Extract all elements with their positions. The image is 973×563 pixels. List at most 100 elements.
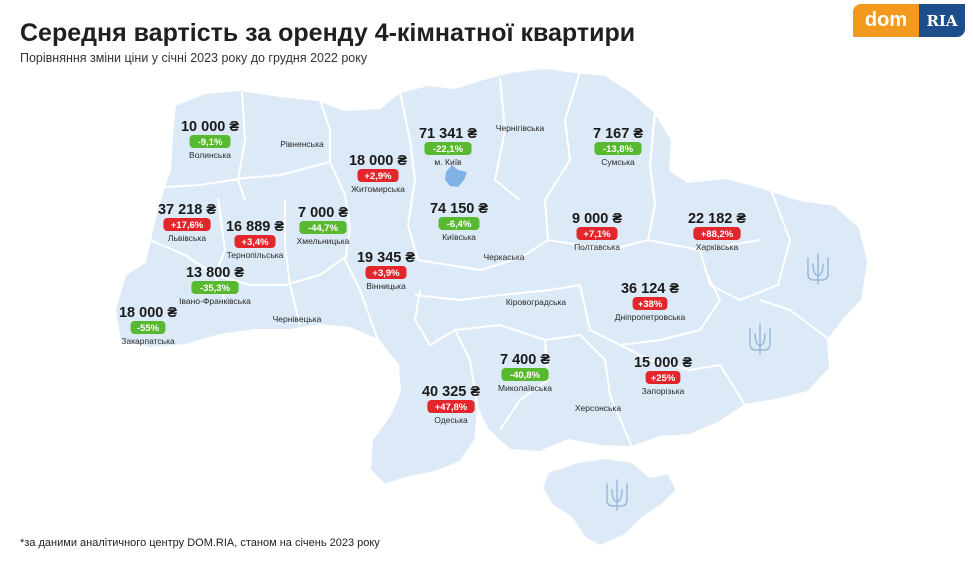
region-price: 18 000 ₴ bbox=[349, 153, 407, 169]
region-borders bbox=[149, 71, 831, 448]
region-name: м. Київ bbox=[434, 157, 462, 167]
change-badge-text: +17,6% bbox=[171, 220, 204, 231]
region-price: 19 345 ₴ bbox=[357, 250, 415, 266]
region-price: 10 000 ₴ bbox=[181, 119, 239, 135]
region-name: Харківська bbox=[696, 242, 739, 252]
change-badge-text: +3,9% bbox=[372, 268, 400, 279]
region-name-черкаська: Черкаська bbox=[483, 252, 524, 262]
region-name: Вінницька bbox=[366, 281, 406, 291]
region-label-волинська: 10 000 ₴ -9,1% Волинська bbox=[181, 119, 239, 160]
footnote: *за даними аналітичного центру DOM.RIA, … bbox=[20, 537, 380, 549]
region-name-кіровоградська: Кіровоградська bbox=[506, 297, 567, 307]
region-name: Тернопільська bbox=[227, 250, 284, 260]
region-label-івано-франківська: 13 800 ₴ -35,3% Івано-Франківська bbox=[179, 265, 251, 306]
change-badge bbox=[234, 235, 276, 248]
change-badge-text: +2,9% bbox=[364, 171, 392, 182]
region-name: Полтавська bbox=[574, 242, 620, 252]
region-price: 22 182 ₴ bbox=[688, 211, 746, 227]
region-name: Сумська bbox=[601, 157, 635, 167]
region-label-миколаївська: 7 400 ₴ -40,8% Миколаївська bbox=[498, 352, 552, 393]
region-label-запорізька: 15 000 ₴ +25% Запорізька bbox=[634, 355, 692, 396]
change-badge bbox=[365, 266, 407, 279]
tryzub-icon bbox=[807, 253, 829, 285]
region-label-житомирська: 18 000 ₴ +2,9% Житомирська bbox=[349, 153, 407, 194]
region-label-харківська: 22 182 ₴ +88,2% Харківська bbox=[688, 211, 746, 252]
change-badge bbox=[163, 218, 211, 231]
region-name: Київська bbox=[442, 232, 476, 242]
tryzub-icon bbox=[606, 479, 628, 511]
page-subtitle: Порівняння зміни ціни у січні 2023 року … bbox=[20, 51, 368, 65]
region-name-херсонська: Херсонська bbox=[575, 403, 621, 413]
change-badge-text: -55% bbox=[137, 323, 160, 334]
region-name: Волинська bbox=[189, 150, 231, 160]
change-badge bbox=[594, 142, 642, 155]
domria-logo: dom RIA bbox=[853, 4, 965, 37]
change-badge-text: +25% bbox=[651, 373, 676, 384]
region-price: 71 341 ₴ bbox=[419, 126, 477, 142]
region-name: Житомирська bbox=[351, 184, 405, 194]
region-price: 7 400 ₴ bbox=[500, 352, 550, 368]
change-badge-text: -44,7% bbox=[308, 223, 339, 234]
page-title: Середня вартість за оренду 4-кімнатної к… bbox=[20, 19, 636, 47]
region-name: Миколаївська bbox=[498, 383, 552, 393]
change-badge bbox=[130, 321, 166, 334]
region-label-м-київ: 71 341 ₴ -22,1% м. Київ bbox=[419, 126, 477, 167]
region-label-київська: 74 150 ₴ -6,4% Київська bbox=[430, 201, 488, 242]
emblems bbox=[606, 253, 829, 511]
change-badge-text: -6,4% bbox=[447, 219, 472, 230]
region-name: Дніпропетровська bbox=[615, 312, 686, 322]
change-badge-text: -13,8% bbox=[603, 144, 634, 155]
change-badge-text: -9,1% bbox=[198, 137, 223, 148]
region-name: Закарпатська bbox=[121, 336, 175, 346]
change-badge-text: +88,2% bbox=[701, 229, 734, 240]
change-badge-text: +38% bbox=[638, 299, 663, 310]
region-name: Запорізька bbox=[642, 386, 685, 396]
region-name-рівненська: Рівненська bbox=[280, 139, 324, 149]
plain-region-labels: Рівненська Чернігівська Черкаська Кіровогра… bbox=[273, 123, 622, 413]
region-price: 7 000 ₴ bbox=[298, 205, 348, 221]
change-badge-text: +7,1% bbox=[583, 229, 611, 240]
change-badge-text: -22,1% bbox=[433, 144, 464, 155]
region-label-львівська: 37 218 ₴ +17,6% Львівська bbox=[158, 202, 216, 243]
region-data-labels: 10 000 ₴ -9,1% Волинська 71 341 ₴ -22,1% м. К… bbox=[119, 119, 746, 425]
region-price: 74 150 ₴ bbox=[430, 201, 488, 217]
change-badge bbox=[632, 297, 668, 310]
region-name: Одеська bbox=[434, 415, 468, 425]
region-label-хмельницька: 7 000 ₴ -44,7% Хмельницька bbox=[297, 205, 350, 246]
region-name-чернігівська: Чернігівська bbox=[496, 123, 545, 133]
change-badge-text: +3,4% bbox=[241, 237, 269, 248]
crimea-shape bbox=[541, 457, 678, 547]
change-badge bbox=[645, 371, 681, 384]
region-label-сумська: 7 167 ₴ -13,8% Сумська bbox=[593, 126, 643, 167]
change-badge bbox=[191, 281, 239, 294]
kyiv-city-shape bbox=[445, 165, 467, 187]
region-price: 16 889 ₴ bbox=[226, 219, 284, 235]
region-price: 37 218 ₴ bbox=[158, 202, 216, 218]
region-price: 15 000 ₴ bbox=[634, 355, 692, 371]
tryzub-icon bbox=[749, 323, 771, 355]
logo-ria-part: RIA bbox=[919, 4, 965, 37]
logo-dom-part: dom bbox=[853, 4, 919, 37]
change-badge bbox=[357, 169, 399, 182]
region-label-тернопільська: 16 889 ₴ +3,4% Тернопільська bbox=[226, 219, 284, 260]
region-price: 7 167 ₴ bbox=[593, 126, 643, 142]
change-badge bbox=[189, 135, 231, 148]
change-badge bbox=[501, 368, 549, 381]
change-badge-text: +47,8% bbox=[435, 402, 468, 413]
region-label-закарпатська: 18 000 ₴ -55% Закарпатська bbox=[119, 305, 177, 346]
region-price: 18 000 ₴ bbox=[119, 305, 177, 321]
change-badge bbox=[576, 227, 618, 240]
region-name: Івано-Франківська bbox=[179, 296, 251, 306]
change-badge bbox=[438, 217, 480, 230]
region-name-чернівецька: Чернівецька bbox=[273, 314, 322, 324]
change-badge bbox=[299, 221, 347, 234]
region-label-вінницька: 19 345 ₴ +3,9% Вінницька bbox=[357, 250, 415, 291]
region-price: 36 124 ₴ bbox=[621, 281, 679, 297]
change-badge bbox=[693, 227, 741, 240]
region-label-одеська: 40 325 ₴ +47,8% Одеська bbox=[422, 384, 480, 425]
change-badge-text: -35,3% bbox=[200, 283, 231, 294]
change-badge bbox=[427, 400, 475, 413]
change-badge-text: -40,8% bbox=[510, 370, 541, 381]
region-price: 13 800 ₴ bbox=[186, 265, 244, 281]
